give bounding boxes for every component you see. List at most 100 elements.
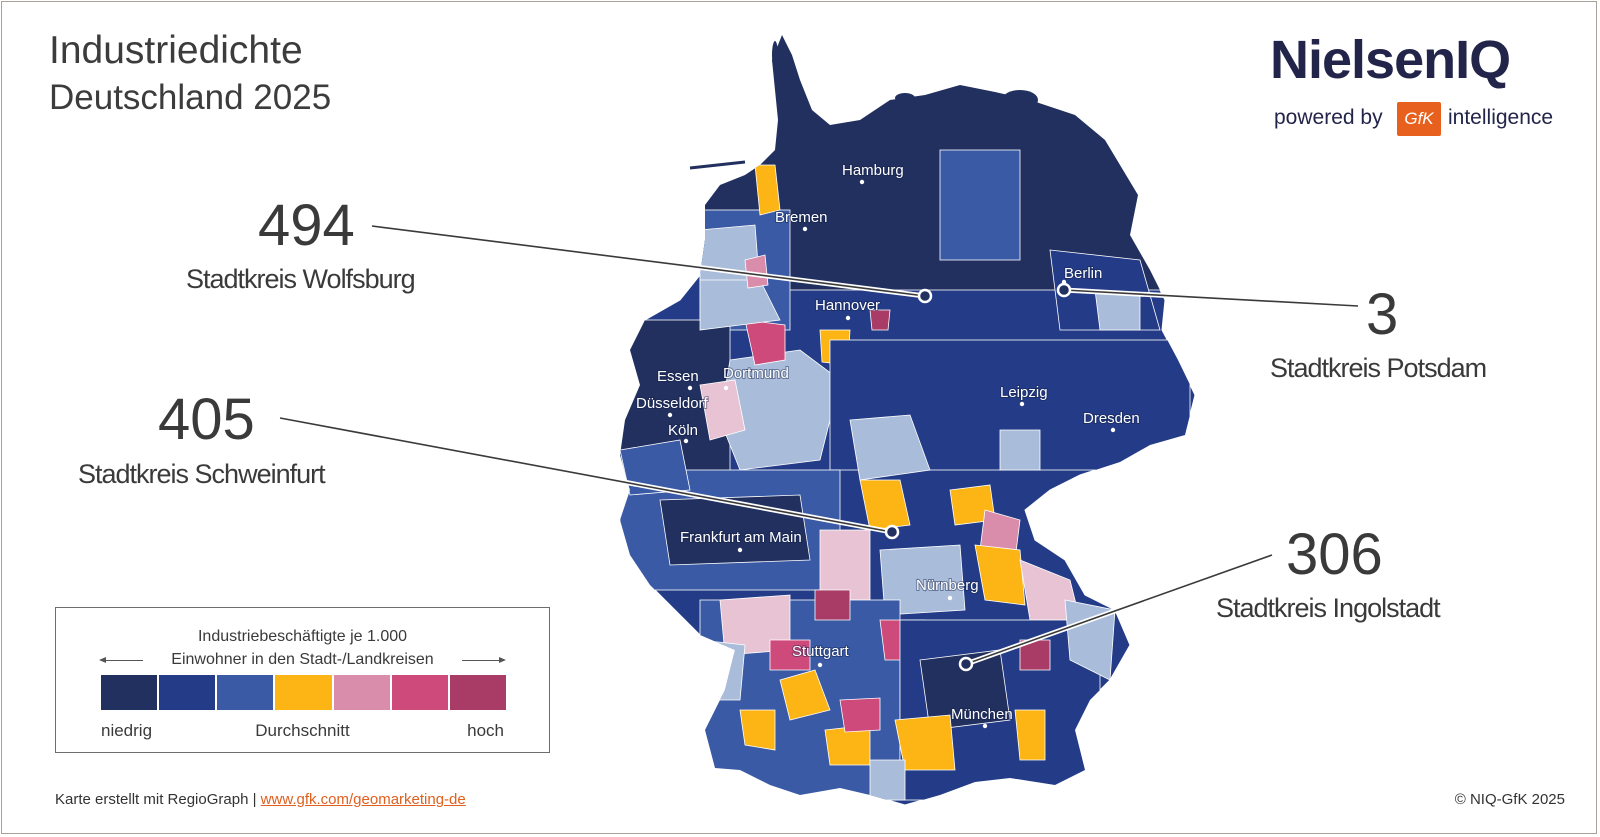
city-label-frankfurt: Frankfurt am Main	[680, 529, 802, 546]
region-owl-pink	[744, 319, 786, 366]
leader-line-wolfsburg-core	[371, 225, 926, 297]
map-subtitle: Deutschland 2025	[49, 78, 332, 117]
city-label-stuttgart: Stuttgart	[792, 643, 850, 660]
footer-copyright: © NIQ-GfK 2025	[1454, 791, 1565, 808]
region-thuringia-light	[849, 414, 931, 481]
marker-ingolstadt	[958, 656, 974, 672]
callout-label-schweinfurt: Stadtkreis Schweinfurt	[78, 459, 326, 489]
legend-title-line1: Industriebeschäftigte je 1.000	[197, 628, 408, 645]
region-emden-pink	[744, 254, 769, 289]
frisian-islands	[689, 160, 746, 170]
city-label-hannover: Hannover	[815, 297, 880, 314]
city-label-hamburg: Hamburg	[842, 162, 904, 179]
city-label-nuernberg: Nürnberg	[916, 577, 979, 594]
region-mainfranken-light	[819, 529, 871, 601]
footer-credit-text: Karte erstellt mit RegioGraph |	[55, 791, 257, 808]
region-saxony-light	[999, 429, 1041, 471]
legend-swatch-7	[449, 675, 506, 710]
region-lower-bavaria-light	[1064, 599, 1116, 681]
footer-link[interactable]: www.gfk.com/geomarketing-de	[260, 791, 466, 808]
island-fehmarn	[895, 93, 915, 103]
city-label-essen: Essen	[657, 368, 699, 385]
city-label-dresden: Dresden	[1083, 410, 1140, 427]
callout-lines	[279, 223, 1359, 672]
region-amberg-yellow	[974, 544, 1026, 606]
logo-intelligence: intelligence	[1448, 106, 1554, 129]
city-dot-dresden	[1110, 427, 1116, 433]
legend-swatch-2	[159, 675, 216, 710]
legend: Industriebeschäftigte je 1.000 Einwohner…	[55, 607, 550, 753]
legend-swatch-5	[333, 675, 390, 710]
footer-credit: Karte erstellt mit RegioGraph | www.gfk.…	[55, 791, 466, 808]
city-dot-muenchen	[982, 723, 988, 729]
legend-arrow-right	[462, 657, 506, 663]
city-dot-hannover	[845, 315, 851, 321]
leader-line-potsdam-core	[1063, 289, 1359, 307]
region-alb-light	[699, 639, 746, 701]
city-dot-koeln	[683, 438, 689, 444]
legend-mid-label: Durchschnitt	[255, 721, 350, 740]
island-sylt	[772, 41, 778, 69]
callout-value-ingolstadt: 306	[1286, 522, 1383, 587]
region-middle-franconia	[879, 544, 966, 616]
region-bergisch	[699, 379, 746, 441]
region-biberach-pink	[839, 697, 881, 733]
region-owl-light	[699, 279, 781, 331]
region-stuttgart-yellow	[779, 669, 831, 721]
city-dot-dortmund	[723, 385, 729, 391]
city-label-berlin: Berlin	[1064, 265, 1102, 282]
region-wesermarsch	[754, 164, 781, 216]
region-reutlingen-pink	[769, 639, 811, 671]
city-dot-frankfurt	[737, 547, 743, 553]
region-allgaeu-light	[869, 759, 906, 801]
legend-high-label: hoch	[467, 721, 504, 740]
region-munich-dark	[919, 649, 1011, 731]
city-dot-duesseldorf	[667, 412, 673, 418]
legend-low-label: niedrig	[101, 721, 153, 740]
region-heilbronn	[814, 589, 851, 621]
region-schweinfurt-yellow	[859, 479, 911, 531]
city-label-dortmund: Dortmund	[723, 365, 789, 382]
city-label-leipzig: Leipzig	[1000, 384, 1048, 401]
leader-line-schweinfurt-core	[279, 417, 893, 533]
legend-title-line2: Einwohner in den Stadt-/Landkreisen	[171, 651, 434, 668]
marker-potsdam	[1056, 282, 1072, 298]
city-markers: Hamburg Bremen Berlin Hannover Essen Dor…	[635, 161, 1141, 729]
legend-swatch-3	[217, 675, 274, 710]
city-dot-bremen	[802, 226, 808, 232]
legend-arrow-left	[99, 657, 143, 663]
marker-schweinfurt	[884, 524, 900, 540]
region-northeast-mid	[939, 149, 1021, 261]
callout-label-potsdam: Stadtkreis Potsdam	[1270, 353, 1487, 383]
city-dot-hamburg	[859, 179, 865, 185]
callout-label-wolfsburg: Stadtkreis Wolfsburg	[186, 264, 416, 294]
callout-label-ingolstadt: Stadtkreis Ingolstadt	[1216, 593, 1441, 623]
logo-brand: NielsenIQ	[1270, 30, 1511, 90]
germany-regions	[619, 33, 1196, 806]
city-label-koeln: Köln	[668, 422, 698, 439]
nielseniq-logo: NielsenIQ powered by GfK intelligence	[1270, 30, 1560, 140]
legend-swatch-1	[101, 675, 158, 710]
city-label-duesseldorf: Düsseldorf	[636, 395, 709, 412]
region-ostallgaeu-yellow	[894, 714, 956, 771]
leader-line-ingolstadt-core	[965, 554, 1273, 665]
callout-value-potsdam: 3	[1366, 282, 1399, 347]
legend-swatch-6	[391, 675, 448, 710]
city-dot-stuttgart	[817, 662, 823, 668]
city-dot-essen	[687, 385, 693, 391]
region-rhein-main	[659, 494, 811, 566]
region-tuttlingen-yellow	[739, 709, 776, 751]
callout-value-wolfsburg: 494	[258, 193, 355, 258]
legend-swatches	[101, 675, 506, 710]
region-altoetting-yellow	[1014, 709, 1046, 761]
callout-value-schweinfurt: 405	[158, 387, 255, 452]
island-ruegen	[1002, 90, 1038, 110]
map-title: Industriedichte	[49, 29, 303, 72]
city-label-bremen: Bremen	[775, 209, 828, 226]
gfk-logo-box: GfK	[1397, 102, 1441, 136]
legend-swatch-4	[275, 675, 332, 710]
region-salzgitter	[869, 309, 891, 331]
city-label-muenchen: München	[951, 706, 1013, 723]
